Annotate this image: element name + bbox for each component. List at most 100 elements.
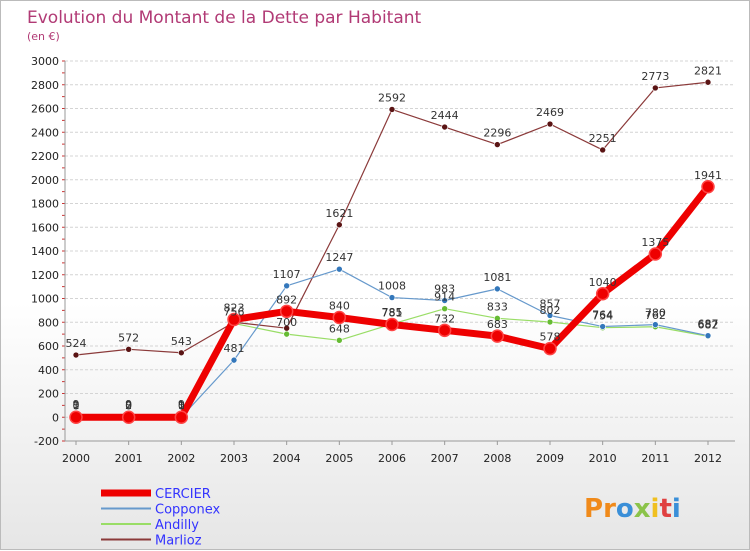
y-tick-label: 2000 xyxy=(31,174,59,187)
data-point-cercier xyxy=(648,247,663,261)
x-tick-label: 2012 xyxy=(694,452,722,465)
data-label-marlioz: 572 xyxy=(118,331,139,344)
data-point-cercier xyxy=(543,341,557,356)
data-point-copponex xyxy=(494,285,501,293)
y-tick-label: 400 xyxy=(38,364,59,377)
data-label-andilly: 833 xyxy=(487,300,508,313)
data-label-cercier: 1040 xyxy=(589,276,617,289)
legend-label-cercier: CERCIER xyxy=(155,487,211,502)
grid xyxy=(65,60,735,442)
data-label-cercier: 0 xyxy=(125,399,132,412)
data-point-andilly xyxy=(283,330,290,338)
data-label-andilly: 802 xyxy=(540,304,561,317)
data-label-cercier: 892 xyxy=(276,293,297,306)
chart-subtitle: (en €) xyxy=(27,30,60,43)
data-label-marlioz: 2444 xyxy=(431,109,459,122)
legend-label-marlioz: Marlioz xyxy=(155,534,202,549)
x-tick-label: 2011 xyxy=(641,452,669,465)
data-point-copponex xyxy=(704,332,712,339)
data-label-cercier: 732 xyxy=(434,312,455,325)
data-point-marlioz xyxy=(336,221,343,229)
data-point-marlioz xyxy=(599,146,606,154)
data-label-cercier: 1375 xyxy=(641,236,669,249)
y-tick-label: 1400 xyxy=(31,245,59,258)
x-tick-label: 2002 xyxy=(167,452,195,465)
data-label-marlioz: 1621 xyxy=(325,207,353,220)
data-label-marlioz: 2821 xyxy=(694,64,722,77)
x-tick-label: 2004 xyxy=(273,452,301,465)
data-point-cercier xyxy=(121,410,136,424)
data-label-copponex: 983 xyxy=(434,283,455,296)
data-point-cercier xyxy=(595,287,610,301)
data-label-cercier: 1941 xyxy=(694,169,722,182)
data-label-cercier: 0 xyxy=(178,399,185,412)
data-label-cercier: 823 xyxy=(224,302,245,315)
data-label-andilly: 648 xyxy=(329,322,350,335)
x-tick-label: 2006 xyxy=(378,452,406,465)
data-point-cercier xyxy=(437,323,452,338)
data-point-copponex xyxy=(546,312,554,319)
y-tick-label: 600 xyxy=(38,340,59,353)
data-point-marlioz xyxy=(178,349,185,357)
data-point-copponex xyxy=(388,294,396,301)
data-label-copponex: 2 xyxy=(125,399,132,412)
data-label-andilly: 785 xyxy=(382,306,403,319)
data-point-copponex xyxy=(336,265,343,273)
data-point-marlioz xyxy=(704,78,712,86)
data-point-andilly xyxy=(546,318,554,326)
data-label-andilly: 756 xyxy=(224,305,245,318)
data-point-cercier xyxy=(490,329,505,343)
data-label-andilly: 754 xyxy=(592,310,613,323)
data-point-marlioz xyxy=(388,106,396,113)
chart-title: Evolution du Montant de la Dette par Hab… xyxy=(27,8,422,28)
data-point-marlioz xyxy=(652,84,659,92)
data-label-marlioz: 543 xyxy=(171,335,192,348)
data-point-marlioz xyxy=(125,346,132,353)
data-point-cercier xyxy=(279,304,294,319)
data-label-copponex: 764 xyxy=(592,309,613,322)
data-point-copponex xyxy=(230,356,238,364)
data-point-cercier xyxy=(69,410,83,424)
x-tick-label: 2003 xyxy=(220,452,248,465)
y-tick-label: 2400 xyxy=(31,126,59,139)
y-tick-label: 2200 xyxy=(31,150,59,163)
data-label-cercier: 578 xyxy=(540,331,561,344)
data-label-copponex: 481 xyxy=(224,342,245,355)
x-tick-label: 2009 xyxy=(536,452,564,465)
y-tick-label: 2800 xyxy=(31,79,59,92)
data-label-marlioz: 2592 xyxy=(378,91,406,104)
data-label-marlioz: 2773 xyxy=(641,70,669,83)
x-tick-label: 2007 xyxy=(431,452,459,465)
y-tick-label: 1200 xyxy=(31,269,59,282)
y-tick-label: 0 xyxy=(52,411,59,424)
x-tick-label: 2000 xyxy=(62,452,90,465)
data-label-copponex: 857 xyxy=(540,297,561,310)
data-label-andilly: 700 xyxy=(276,316,297,329)
data-point-copponex xyxy=(283,282,290,290)
data-label-marlioz: 524 xyxy=(66,337,87,350)
proxiti-logo: Proxiti xyxy=(584,494,681,524)
y-tick-label: 3000 xyxy=(31,55,59,68)
data-label-copponex: 1107 xyxy=(273,268,301,281)
data-point-andilly xyxy=(494,315,501,322)
data-point-marlioz xyxy=(441,123,448,131)
data-point-cercier xyxy=(701,180,715,194)
data-point-andilly xyxy=(441,305,448,313)
data-label-andilly: 682 xyxy=(698,318,719,331)
data-label-andilly: 9 xyxy=(178,398,185,411)
data-label-marlioz: 2251 xyxy=(589,132,617,145)
data-point-cercier xyxy=(174,410,189,424)
data-label-cercier: 781 xyxy=(382,307,403,320)
data-point-marlioz xyxy=(546,120,554,128)
x-tick-label: 2001 xyxy=(115,452,143,465)
y-tick-label: 200 xyxy=(38,388,59,401)
data-point-cercier xyxy=(332,310,347,325)
axes: -200020040060080010001200140016001800200… xyxy=(31,55,735,465)
data-point-cercier xyxy=(385,317,399,332)
data-point-copponex xyxy=(652,321,659,328)
y-tick-label: -200 xyxy=(34,435,59,448)
y-tick-label: 1600 xyxy=(31,221,59,234)
data-label-marlioz: 2469 xyxy=(536,106,564,119)
data-label-andilly: 9 xyxy=(125,398,132,411)
